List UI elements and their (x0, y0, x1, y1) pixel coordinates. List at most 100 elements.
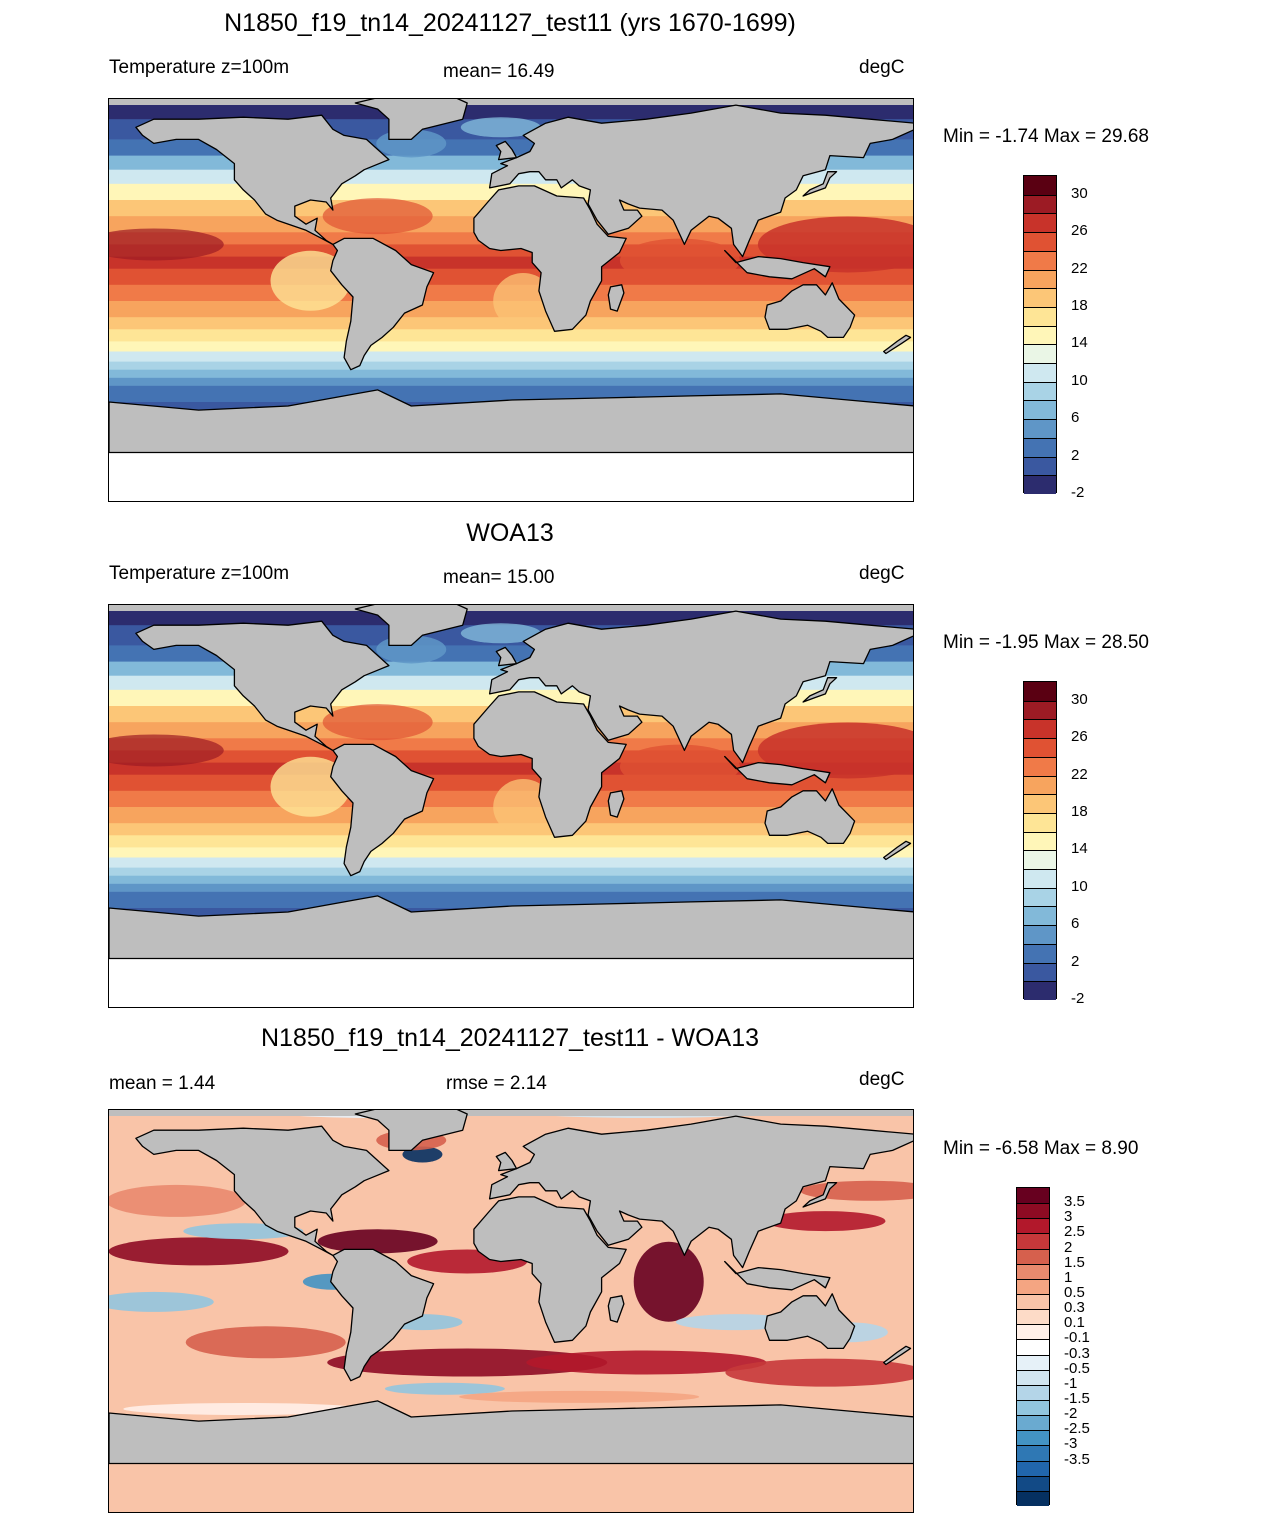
colorbar-swatch (1017, 1384, 1049, 1400)
colorbar-swatch (1024, 419, 1056, 438)
colorbar-swatch (1024, 475, 1056, 494)
panel1-minmax: Min = -1.74 Max = 29.68 (943, 126, 1149, 147)
colorbar-tick-label: 1.5 (1064, 1253, 1085, 1271)
colorbar-tick-label: 10 (1071, 877, 1088, 895)
colorbar-swatch (1017, 1294, 1049, 1310)
panel2-map (108, 604, 914, 1008)
colorbar-tick-label: -2 (1071, 990, 1085, 1007)
panel2-left-label: Temperature z=100m (109, 563, 290, 584)
colorbar-swatch (1024, 437, 1056, 457)
colorbar-swatch (1017, 1203, 1049, 1219)
colorbar-swatch (1024, 269, 1056, 289)
colorbar-tick-label: 30 (1071, 184, 1088, 202)
panel1-title: N1850_f19_tn14_20241127_test11 (yrs 1670… (224, 9, 796, 37)
colorbar-tick-label: 26 (1071, 728, 1088, 746)
colorbar-swatch (1017, 1400, 1049, 1416)
panel1-colorbar (1023, 175, 1057, 494)
colorbar-tick-label: -0.1 (1064, 1329, 1090, 1347)
colorbar-swatch (1017, 1475, 1049, 1491)
colorbar-tick-label: -1.5 (1064, 1390, 1090, 1407)
panel1-left-label: Temperature z=100m (109, 57, 290, 78)
colorbar-swatch (1024, 381, 1056, 401)
colorbar-tick-label: -2 (1071, 484, 1085, 501)
colorbar-tick-label: -3.5 (1064, 1450, 1090, 1468)
colorbar-swatch (1024, 775, 1056, 795)
colorbar-tick-label: 30 (1071, 690, 1088, 708)
colorbar-tick-label: 2 (1064, 1238, 1073, 1256)
colorbar-swatch (1024, 213, 1056, 233)
panel3-rmse-label: rmse = 2.14 (446, 1073, 547, 1094)
colorbar-tick-label: 14 (1071, 840, 1088, 858)
colorbar-swatch (1024, 943, 1056, 963)
panel1-map (108, 98, 914, 502)
colorbar-swatch (1024, 456, 1056, 476)
colorbar-tick-label: 3 (1064, 1208, 1073, 1226)
colorbar-tick-label: -3 (1064, 1435, 1078, 1453)
colorbar-tick-label: 0.1 (1064, 1314, 1085, 1332)
colorbar-swatch (1024, 400, 1056, 420)
colorbar-swatch (1017, 1460, 1049, 1476)
colorbar-tick-label: -1 (1064, 1374, 1078, 1392)
panel2-minmax: Min = -1.95 Max = 28.50 (943, 632, 1149, 653)
colorbar-swatch (1024, 850, 1056, 870)
colorbar-swatch (1024, 812, 1056, 832)
colorbar-tick-label: 6 (1071, 915, 1080, 933)
colorbar-swatch (1024, 176, 1056, 195)
colorbar-swatch (1024, 232, 1056, 251)
panel3-mean-label: mean = 1.44 (109, 1073, 216, 1094)
colorbar-swatch (1017, 1490, 1049, 1506)
colorbar-tick-label: 18 (1071, 802, 1088, 820)
colorbar-tick-label: 26 (1071, 222, 1088, 240)
colorbar-swatch (1017, 1278, 1049, 1294)
colorbar-tick-label: 14 (1071, 334, 1088, 352)
colorbar-swatch (1017, 1188, 1049, 1204)
colorbar-tick-label: 10 (1071, 371, 1088, 389)
colorbar-swatch (1024, 700, 1056, 720)
panel2-title: WOA13 (466, 519, 554, 547)
colorbar-swatch (1024, 925, 1056, 944)
colorbar-swatch (1017, 1248, 1049, 1264)
colorbar-swatch (1024, 831, 1056, 851)
panel2-mean-label: mean= 15.00 (443, 567, 555, 588)
colorbar-swatch (1024, 325, 1056, 345)
colorbar-swatch (1024, 869, 1056, 888)
colorbar-swatch (1024, 194, 1056, 214)
colorbar-swatch (1017, 1445, 1049, 1461)
colorbar-swatch (1017, 1339, 1049, 1355)
colorbar-tick-label: 2.5 (1064, 1223, 1085, 1241)
panel1-units-label: degC (859, 57, 905, 78)
colorbar-swatch (1024, 962, 1056, 982)
colorbar-tick-label: 18 (1071, 296, 1088, 314)
colorbar-swatch (1017, 1218, 1049, 1234)
colorbar-tick-label: 0.3 (1064, 1299, 1085, 1317)
panel3-units-label: degC (859, 1069, 905, 1090)
panel1-mean-label: mean= 16.49 (443, 61, 555, 82)
colorbar-swatch (1024, 250, 1056, 270)
colorbar-swatch (1017, 1324, 1049, 1340)
colorbar-swatch (1024, 288, 1056, 307)
colorbar-swatch (1024, 906, 1056, 926)
colorbar-tick-label: 2 (1071, 952, 1080, 970)
colorbar-swatch (1017, 1309, 1049, 1325)
colorbar-tick-label: -0.3 (1064, 1344, 1090, 1362)
colorbar-swatch (1017, 1415, 1049, 1431)
colorbar-swatch (1024, 682, 1056, 701)
colorbar-swatch (1024, 756, 1056, 776)
colorbar-swatch (1024, 306, 1056, 326)
colorbar-swatch (1024, 981, 1056, 1000)
colorbar-tick-label: 1 (1064, 1268, 1073, 1286)
panel2-colorbar (1023, 681, 1057, 1000)
colorbar-tick-label: -0.5 (1064, 1359, 1090, 1377)
colorbar-swatch (1024, 719, 1056, 739)
colorbar-tick-label: 6 (1071, 409, 1080, 427)
colorbar-swatch (1024, 738, 1056, 757)
colorbar-tick-label: 3.5 (1064, 1193, 1085, 1211)
colorbar-swatch (1017, 1263, 1049, 1279)
colorbar-swatch (1024, 363, 1056, 382)
colorbar-tick-label: 2 (1071, 446, 1080, 464)
panel3-colorbar (1016, 1187, 1050, 1506)
colorbar-tick-label: -2.5 (1064, 1420, 1090, 1438)
colorbar-tick-label: 22 (1071, 765, 1088, 783)
colorbar-swatch (1017, 1233, 1049, 1249)
colorbar-swatch (1017, 1369, 1049, 1385)
